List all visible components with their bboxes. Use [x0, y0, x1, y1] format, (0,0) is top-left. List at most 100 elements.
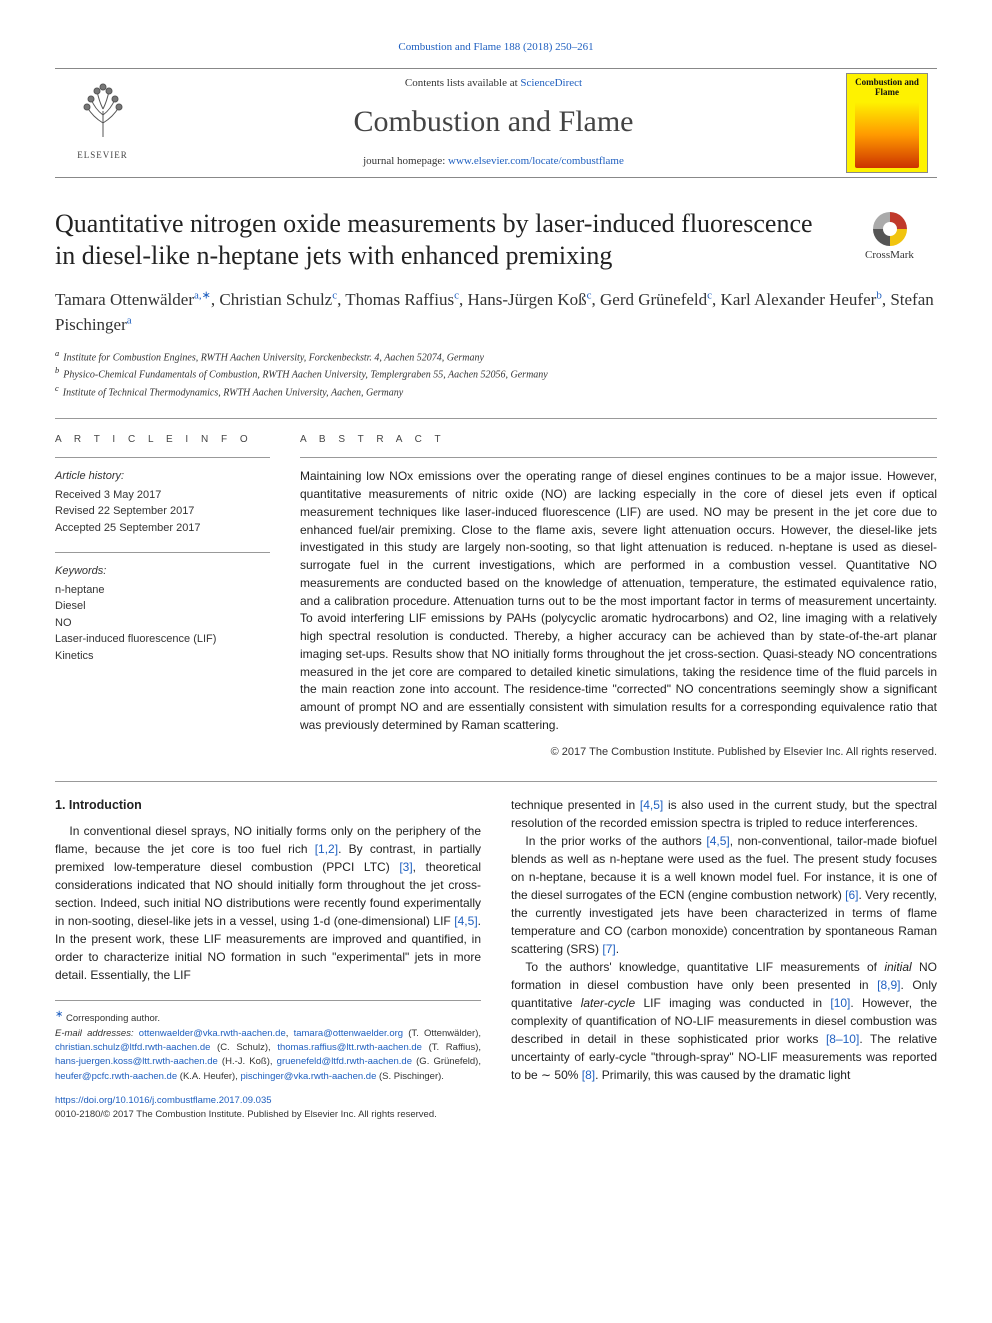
- history-heading: Article history:: [55, 468, 270, 485]
- email-link[interactable]: tamara@ottenwaelder.org: [294, 1028, 403, 1039]
- affiliation-superscript: c: [587, 289, 592, 301]
- citation-link[interactable]: [4,5]: [706, 834, 729, 848]
- email-link[interactable]: christian.schulz@ltfd.rwth-aachen.de: [55, 1042, 210, 1053]
- affiliation-superscript: c: [707, 289, 712, 301]
- affiliation-superscript: a,∗: [194, 289, 211, 301]
- affiliation-superscript: b: [876, 289, 882, 301]
- section-heading-1: 1. Introduction: [55, 796, 481, 815]
- citation-link[interactable]: [4,5]: [640, 798, 663, 812]
- running-head-citation: Combustion and Flame 188 (2018) 250–261: [55, 40, 937, 56]
- abstract-column: A B S T R A C T Maintaining low NOx emis…: [300, 433, 937, 761]
- citation-link[interactable]: [10]: [830, 996, 850, 1010]
- rule-keywords: [55, 552, 270, 553]
- affiliation-label: a: [55, 349, 61, 358]
- footer-block: https://doi.org/10.1016/j.combustflame.2…: [55, 1094, 937, 1122]
- history-received: Received 3 May 2017: [55, 487, 270, 504]
- body-paragraph: In conventional diesel sprays, NO initia…: [55, 822, 481, 984]
- affiliation-superscript: a: [127, 315, 132, 327]
- homepage-prefix: journal homepage:: [363, 155, 448, 167]
- crossmark-icon: [873, 212, 907, 246]
- affiliation-superscript: c: [332, 289, 337, 301]
- body-paragraph: To the authors' knowledge, quantitative …: [511, 958, 937, 1084]
- text-run-italic: later-cycle: [581, 996, 635, 1010]
- rule-info: [55, 457, 270, 458]
- keyword: Kinetics: [55, 648, 270, 665]
- affiliation-line: c Institute of Technical Thermodynamics,…: [55, 383, 937, 400]
- text-run: .: [616, 942, 619, 956]
- rule-below-abstract: [55, 781, 937, 782]
- rule-abstract: [300, 457, 937, 458]
- corresponding-text: Corresponding author.: [66, 1014, 160, 1025]
- citation-link[interactable]: [6]: [845, 888, 858, 902]
- keywords-heading: Keywords:: [55, 563, 270, 580]
- cover-thumbnail-cell: Combustion and Flame: [837, 69, 937, 177]
- footnotes-block: ∗ Corresponding author. E-mail addresses…: [55, 1000, 481, 1083]
- email-link[interactable]: gruenefeld@ltfd.rwth-aachen.de: [277, 1056, 412, 1067]
- journal-banner: ELSEVIER Contents lists available at Sci…: [55, 68, 937, 178]
- article-title: Quantitative nitrogen oxide measurements…: [55, 208, 822, 273]
- article-info-column: A R T I C L E I N F O Article history: R…: [55, 433, 270, 761]
- keyword: Laser-induced fluorescence (LIF): [55, 631, 270, 648]
- citation-link[interactable]: [8,9]: [877, 978, 900, 992]
- body-two-column: 1. Introduction In conventional diesel s…: [55, 796, 937, 1084]
- crossmark-badge[interactable]: CrossMark: [842, 212, 937, 264]
- info-abstract-row: A R T I C L E I N F O Article history: R…: [55, 433, 937, 761]
- citation-link[interactable]: [8–10]: [826, 1032, 859, 1046]
- article-info-label: A R T I C L E I N F O: [55, 433, 270, 448]
- asterisk-icon: ∗: [55, 1009, 63, 1020]
- crossmark-label: CrossMark: [865, 249, 914, 261]
- email-link[interactable]: pischinger@vka.rwth-aachen.de: [241, 1071, 377, 1082]
- text-run: technique presented in: [511, 798, 640, 812]
- email-label: E-mail addresses:: [55, 1028, 134, 1039]
- affiliation-line: b Physico-Chemical Fundamentals of Combu…: [55, 365, 937, 382]
- abstract-copyright: © 2017 The Combustion Institute. Publish…: [300, 745, 937, 761]
- cover-title: Combustion and Flame: [851, 78, 923, 98]
- homepage-link[interactable]: www.elsevier.com/locate/combustflame: [448, 155, 624, 167]
- elsevier-tree-icon: [75, 83, 131, 147]
- journal-cover-thumbnail: Combustion and Flame: [846, 73, 928, 173]
- text-run: In the prior works of the authors: [525, 834, 706, 848]
- author-list: Tamara Ottenwäldera,∗, Christian Schulzc…: [55, 287, 937, 338]
- affiliation-label: b: [55, 366, 61, 375]
- keyword: NO: [55, 615, 270, 632]
- email-link[interactable]: thomas.raffius@ltt.rwth-aachen.de: [277, 1042, 422, 1053]
- citation-link[interactable]: [8]: [582, 1068, 595, 1082]
- doi-link[interactable]: https://doi.org/10.1016/j.combustflame.2…: [55, 1095, 272, 1106]
- history-revised: Revised 22 September 2017: [55, 503, 270, 520]
- journal-homepage-line: journal homepage: www.elsevier.com/locat…: [363, 154, 624, 170]
- cover-image-icon: [855, 102, 920, 168]
- keyword: n-heptane: [55, 582, 270, 599]
- sciencedirect-link[interactable]: ScienceDirect: [520, 77, 582, 89]
- text-run: . Primarily, this was caused by the dram…: [595, 1068, 850, 1082]
- citation-link[interactable]: [3]: [399, 860, 412, 874]
- email-link[interactable]: hans-juergen.koss@ltt.rwth-aachen.de: [55, 1056, 218, 1067]
- abstract-label: A B S T R A C T: [300, 433, 937, 448]
- keyword: Diesel: [55, 598, 270, 615]
- abstract-text: Maintaining low NOx emissions over the o…: [300, 468, 937, 734]
- affiliation-superscript: c: [454, 289, 459, 301]
- rule-above-info: [55, 418, 937, 419]
- text-run: LIF imaging was conducted in: [635, 996, 830, 1010]
- corresponding-author-note: ∗ Corresponding author.: [55, 1007, 481, 1026]
- citation-link[interactable]: [7]: [602, 942, 615, 956]
- elsevier-logo: ELSEVIER: [63, 78, 143, 168]
- publisher-name: ELSEVIER: [77, 149, 128, 162]
- affiliations: a Institute for Combustion Engines, RWTH…: [55, 348, 937, 400]
- issn-copyright-line: 0010-2180/© 2017 The Combustion Institut…: [55, 1108, 937, 1122]
- email-link[interactable]: heufer@pcfc.rwth-aachen.de: [55, 1071, 177, 1082]
- citation-link[interactable]: [4,5]: [454, 914, 477, 928]
- banner-center: Contents lists available at ScienceDirec…: [150, 69, 837, 177]
- body-paragraph: In the prior works of the authors [4,5],…: [511, 832, 937, 958]
- contents-prefix: Contents lists available at: [405, 77, 520, 89]
- journal-name: Combustion and Flame: [354, 100, 634, 144]
- email-link[interactable]: ottenwaelder@vka.rwth-aachen.de: [139, 1028, 286, 1039]
- publisher-logo-cell: ELSEVIER: [55, 69, 150, 177]
- email-addresses: E-mail addresses: ottenwaelder@vka.rwth-…: [55, 1027, 481, 1084]
- body-paragraph-cont: technique presented in [4,5] is also use…: [511, 796, 937, 832]
- affiliation-line: a Institute for Combustion Engines, RWTH…: [55, 348, 937, 365]
- title-row: Quantitative nitrogen oxide measurements…: [55, 208, 937, 273]
- citation-link[interactable]: [1,2]: [315, 842, 338, 856]
- history-accepted: Accepted 25 September 2017: [55, 520, 270, 537]
- article-history-block: Article history: Received 3 May 2017 Rev…: [55, 468, 270, 536]
- contents-available-line: Contents lists available at ScienceDirec…: [405, 76, 582, 92]
